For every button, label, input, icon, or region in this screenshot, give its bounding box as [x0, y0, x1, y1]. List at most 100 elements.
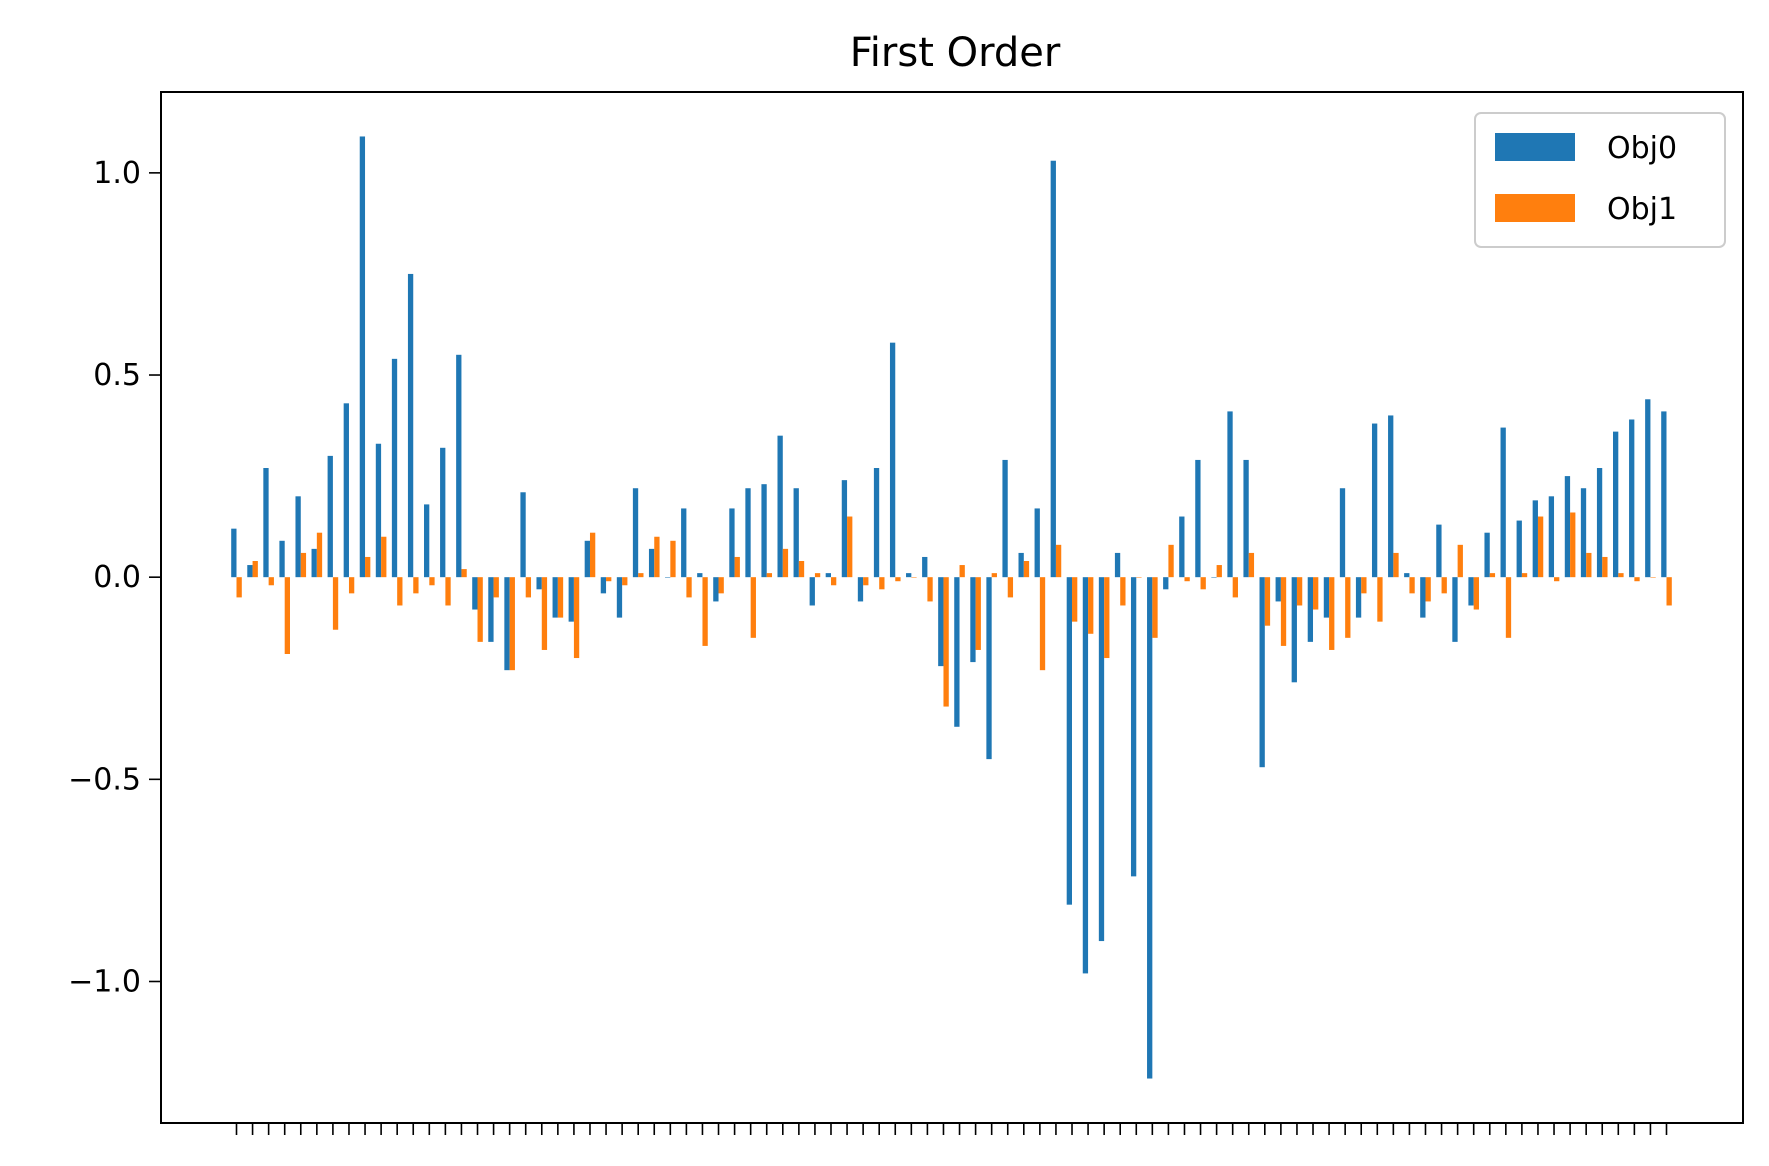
bar-obj0-25	[632, 488, 639, 578]
bar-obj0-46	[970, 577, 976, 663]
bar-obj0-10	[391, 358, 398, 578]
y-tick-label-1: −0.5	[68, 762, 141, 797]
bar-obj1-31	[734, 556, 740, 578]
plot-frame	[160, 91, 1744, 1124]
bar-obj1-21	[573, 577, 580, 659]
bar-obj1-54	[1104, 577, 1110, 659]
bar-obj1-1	[252, 561, 258, 578]
legend: Obj0 Obj1	[1474, 112, 1726, 248]
bar-obj1-50	[1039, 577, 1046, 671]
bar-obj1-32	[750, 577, 756, 638]
bar-obj0-3	[279, 540, 285, 578]
bar-obj0-18	[520, 492, 526, 578]
bar-obj1-28	[686, 577, 692, 598]
bar-obj0-42	[906, 573, 912, 578]
bar-obj1-19	[541, 577, 548, 650]
bar-obj0-75	[1436, 524, 1442, 578]
bar-obj0-43	[922, 556, 928, 578]
bar-obj1-65	[1280, 577, 1287, 646]
bar-obj1-53	[1088, 577, 1094, 634]
bar-obj0-77	[1468, 577, 1474, 606]
bar-obj1-6	[332, 577, 339, 630]
bar-obj0-81	[1532, 500, 1538, 578]
bar-obj1-49	[1023, 561, 1030, 578]
bar-obj1-66	[1296, 577, 1303, 606]
y-tick-label-4: 1.0	[93, 156, 141, 191]
bar-obj1-89	[1666, 577, 1672, 606]
bar-obj0-17	[504, 577, 510, 671]
bar-obj1-0	[236, 577, 242, 598]
bar-obj1-10	[397, 577, 403, 606]
bar-obj1-71	[1377, 577, 1383, 622]
bar-obj0-76	[1452, 577, 1458, 642]
bar-obj1-30	[718, 577, 724, 594]
legend-label-obj0: Obj0	[1607, 131, 1677, 166]
bar-obj1-68	[1329, 577, 1335, 650]
bar-obj0-85	[1596, 468, 1603, 578]
bar-obj1-35	[798, 561, 805, 578]
bar-obj0-33	[761, 484, 767, 578]
bar-obj1-14	[461, 569, 467, 578]
bar-obj0-62	[1227, 411, 1233, 578]
bar-obj1-18	[525, 577, 532, 598]
bar-obj1-7	[348, 577, 355, 594]
bar-obj0-64	[1259, 577, 1265, 768]
bar-obj1-17	[509, 577, 515, 671]
bar-obj0-21	[568, 577, 574, 622]
bar-obj1-62	[1232, 577, 1238, 598]
bar-obj1-40	[879, 577, 885, 590]
bar-obj1-5	[316, 532, 323, 578]
bar-obj1-48	[1007, 577, 1014, 598]
bar-obj1-61	[1216, 565, 1222, 578]
bar-obj0-50	[1034, 508, 1040, 578]
bar-obj1-2	[268, 577, 274, 586]
bar-obj1-38	[847, 516, 853, 578]
bar-obj0-0	[231, 528, 237, 578]
bar-obj0-5	[311, 548, 317, 578]
bar-obj0-70	[1355, 577, 1362, 618]
bar-obj1-52	[1072, 577, 1078, 622]
bar-obj1-46	[975, 577, 981, 650]
bar-obj0-88	[1645, 399, 1651, 578]
bar-obj1-55	[1120, 577, 1126, 606]
bar-obj0-68	[1323, 577, 1330, 618]
bar-obj1-27	[670, 540, 676, 578]
bar-obj0-38	[841, 480, 848, 578]
bar-obj0-66	[1291, 577, 1297, 683]
bar-obj1-83	[1570, 512, 1576, 578]
bar-obj1-41	[895, 577, 901, 582]
bar-obj0-26	[648, 548, 655, 578]
bar-obj0-11	[407, 273, 414, 578]
bar-obj1-33	[766, 573, 773, 578]
bar-obj1-3	[284, 577, 290, 654]
bar-obj0-58	[1163, 577, 1169, 590]
bar-obj0-71	[1371, 423, 1378, 578]
bar-obj0-24	[616, 577, 623, 618]
bar-obj0-65	[1275, 577, 1281, 602]
bar-obj0-34	[777, 435, 783, 578]
bar-obj1-67	[1313, 577, 1319, 610]
bar-obj0-12	[424, 504, 430, 578]
bar-obj1-39	[863, 577, 869, 586]
bar-obj1-86	[1618, 573, 1624, 578]
bar-obj0-23	[600, 577, 607, 594]
y-tick-label-3: 0.5	[93, 358, 141, 393]
bar-obj1-58	[1168, 544, 1174, 578]
bar-obj1-85	[1602, 556, 1608, 578]
bar-obj0-9	[375, 443, 382, 578]
bar-obj0-2	[263, 468, 269, 578]
bar-obj1-76	[1457, 544, 1463, 578]
bar-obj0-80	[1516, 520, 1522, 578]
bar-obj0-39	[857, 577, 864, 602]
chart-title: First Order	[850, 30, 1061, 76]
bar-obj0-4	[295, 496, 301, 578]
bar-obj0-57	[1147, 577, 1153, 1079]
bar-obj0-47	[986, 577, 992, 760]
bar-obj1-36	[814, 573, 821, 578]
bar-obj1-37	[830, 577, 837, 586]
bar-obj1-64	[1264, 577, 1271, 626]
bar-obj0-55	[1114, 552, 1121, 578]
bar-obj1-42	[911, 577, 917, 578]
bar-obj0-7	[343, 403, 349, 578]
